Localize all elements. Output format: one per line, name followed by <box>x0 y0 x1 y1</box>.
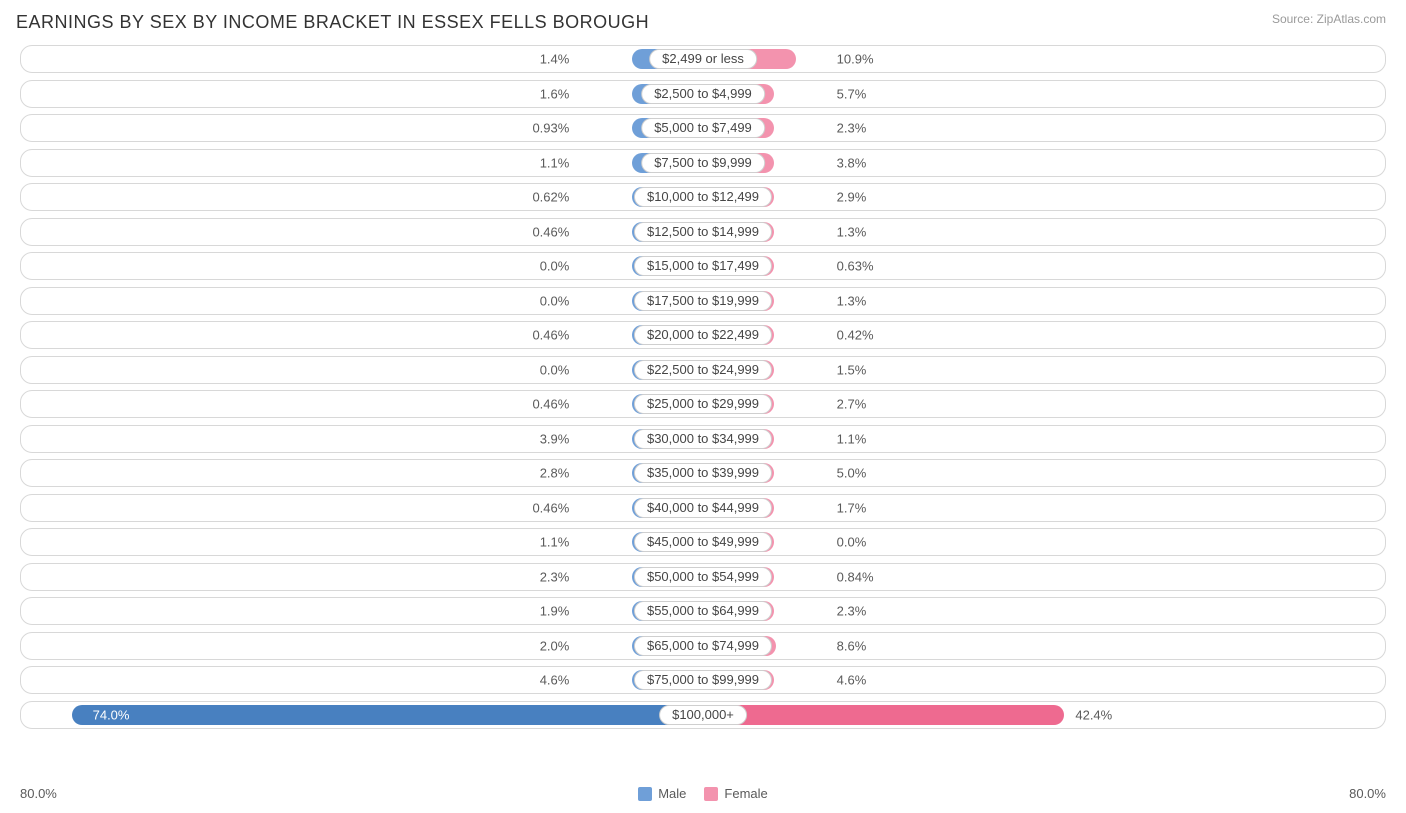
male-value: 1.9% <box>540 604 570 619</box>
male-value: 0.0% <box>540 293 570 308</box>
bracket-label: $17,500 to $19,999 <box>634 291 772 311</box>
female-value: 1.7% <box>837 500 867 515</box>
chart-title: EARNINGS BY SEX BY INCOME BRACKET IN ESS… <box>16 12 649 33</box>
chart-row: $7,500 to $9,999 1.1% 3.8% <box>20 149 1386 177</box>
female-value: 2.3% <box>837 604 867 619</box>
axis-left-max: 80.0% <box>20 786 57 801</box>
axis-right-max: 80.0% <box>1349 786 1386 801</box>
female-value: 5.7% <box>837 86 867 101</box>
male-value: 0.46% <box>532 397 569 412</box>
bracket-label: $75,000 to $99,999 <box>634 670 772 690</box>
female-value: 0.63% <box>837 259 874 274</box>
bracket-label: $25,000 to $29,999 <box>634 394 772 414</box>
male-value: 1.6% <box>540 86 570 101</box>
male-value: 1.4% <box>540 52 570 67</box>
bracket-label: $7,500 to $9,999 <box>641 153 765 173</box>
chart-row: $35,000 to $39,999 2.8% 5.0% <box>20 459 1386 487</box>
male-value: 0.0% <box>540 259 570 274</box>
female-value: 0.0% <box>837 535 867 550</box>
male-value: 1.1% <box>540 155 570 170</box>
chart-row: $2,500 to $4,999 1.6% 5.7% <box>20 80 1386 108</box>
chart-row: $20,000 to $22,499 0.46% 0.42% <box>20 321 1386 349</box>
female-value: 2.3% <box>837 121 867 136</box>
chart-row: $75,000 to $99,999 4.6% 4.6% <box>20 666 1386 694</box>
chart-row: $12,500 to $14,999 0.46% 1.3% <box>20 218 1386 246</box>
female-value: 4.6% <box>837 673 867 688</box>
female-value: 1.3% <box>837 293 867 308</box>
female-value: 42.4% <box>1075 707 1112 722</box>
male-value: 2.8% <box>540 466 570 481</box>
legend-male: Male <box>638 786 686 801</box>
bracket-label: $65,000 to $74,999 <box>634 636 772 656</box>
legend-male-label: Male <box>658 786 686 801</box>
bracket-label: $40,000 to $44,999 <box>634 498 772 518</box>
chart-row: $100,000+ 74.0% 42.4% <box>20 701 1386 729</box>
bracket-label: $45,000 to $49,999 <box>634 532 772 552</box>
bracket-label: $20,000 to $22,499 <box>634 325 772 345</box>
bracket-label: $35,000 to $39,999 <box>634 463 772 483</box>
chart-row: $25,000 to $29,999 0.46% 2.7% <box>20 390 1386 418</box>
female-value: 1.3% <box>837 224 867 239</box>
female-value: 3.8% <box>837 155 867 170</box>
chart-row: $22,500 to $24,999 0.0% 1.5% <box>20 356 1386 384</box>
bracket-label: $10,000 to $12,499 <box>634 187 772 207</box>
bracket-label: $30,000 to $34,999 <box>634 429 772 449</box>
male-value: 0.0% <box>540 362 570 377</box>
female-value: 1.5% <box>837 362 867 377</box>
female-value: 0.84% <box>837 569 874 584</box>
male-value: 3.9% <box>540 431 570 446</box>
legend-male-swatch <box>638 787 652 801</box>
male-value: 2.0% <box>540 638 570 653</box>
female-bar <box>703 705 1064 725</box>
male-bar <box>72 705 703 725</box>
bracket-label: $100,000+ <box>659 705 747 725</box>
female-value: 2.7% <box>837 397 867 412</box>
male-value: 0.46% <box>532 500 569 515</box>
chart-row: $17,500 to $19,999 0.0% 1.3% <box>20 287 1386 315</box>
bracket-label: $50,000 to $54,999 <box>634 567 772 587</box>
chart-row: $45,000 to $49,999 1.1% 0.0% <box>20 528 1386 556</box>
chart-footer: 80.0% Male Female 80.0% <box>20 786 1386 801</box>
bracket-label: $12,500 to $14,999 <box>634 222 772 242</box>
bracket-label: $22,500 to $24,999 <box>634 360 772 380</box>
chart-row: $10,000 to $12,499 0.62% 2.9% <box>20 183 1386 211</box>
male-value: 0.62% <box>532 190 569 205</box>
bracket-label: $2,499 or less <box>649 49 757 69</box>
chart-row: $30,000 to $34,999 3.9% 1.1% <box>20 425 1386 453</box>
chart-row: $2,499 or less 1.4% 10.9% <box>20 45 1386 73</box>
chart-row: $15,000 to $17,499 0.0% 0.63% <box>20 252 1386 280</box>
bracket-label: $55,000 to $64,999 <box>634 601 772 621</box>
male-value: 0.46% <box>532 328 569 343</box>
legend-female-label: Female <box>724 786 767 801</box>
male-value: 74.0% <box>93 707 130 722</box>
bracket-label: $15,000 to $17,499 <box>634 256 772 276</box>
male-value: 4.6% <box>540 673 570 688</box>
male-value: 0.93% <box>532 121 569 136</box>
female-value: 8.6% <box>837 638 867 653</box>
male-value: 1.1% <box>540 535 570 550</box>
chart-row: $50,000 to $54,999 2.3% 0.84% <box>20 563 1386 591</box>
legend: Male Female <box>638 786 768 801</box>
male-value: 2.3% <box>540 569 570 584</box>
chart-row: $40,000 to $44,999 0.46% 1.7% <box>20 494 1386 522</box>
female-value: 2.9% <box>837 190 867 205</box>
chart-row: $5,000 to $7,499 0.93% 2.3% <box>20 114 1386 142</box>
legend-female: Female <box>704 786 767 801</box>
chart-row: $65,000 to $74,999 2.0% 8.6% <box>20 632 1386 660</box>
source-attribution: Source: ZipAtlas.com <box>1272 12 1386 26</box>
female-value: 5.0% <box>837 466 867 481</box>
chart-row: $55,000 to $64,999 1.9% 2.3% <box>20 597 1386 625</box>
female-value: 0.42% <box>837 328 874 343</box>
bracket-label: $2,500 to $4,999 <box>641 84 765 104</box>
legend-female-swatch <box>704 787 718 801</box>
bracket-label: $5,000 to $7,499 <box>641 118 765 138</box>
female-value: 1.1% <box>837 431 867 446</box>
chart-area: $2,499 or less 1.4% 10.9% $2,500 to $4,999 1… <box>0 41 1406 729</box>
male-value: 0.46% <box>532 224 569 239</box>
female-value: 10.9% <box>837 52 874 67</box>
